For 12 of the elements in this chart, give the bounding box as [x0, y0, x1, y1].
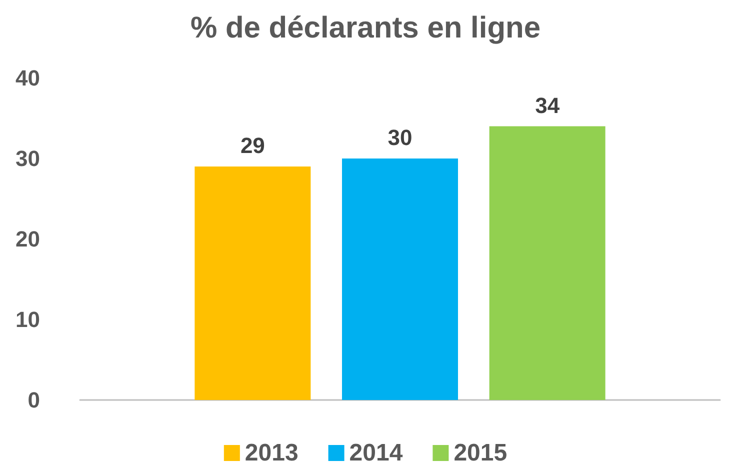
data-label: 34	[535, 92, 560, 118]
y-tick-label: 0	[28, 388, 40, 412]
y-tick-label: 20	[16, 226, 40, 252]
legend-label: 2014	[349, 440, 404, 466]
data-label: 30	[388, 125, 412, 150]
y-tick-label: 10	[16, 307, 40, 332]
y-tick-label: 30	[16, 146, 40, 171]
chart-title: % de déclarants en ligne	[190, 12, 541, 44]
y-tick-label: 40	[16, 66, 40, 90]
legend-label: 2013	[244, 440, 298, 466]
legend-label: 2015	[454, 440, 508, 466]
data-label: 29	[240, 133, 265, 158]
